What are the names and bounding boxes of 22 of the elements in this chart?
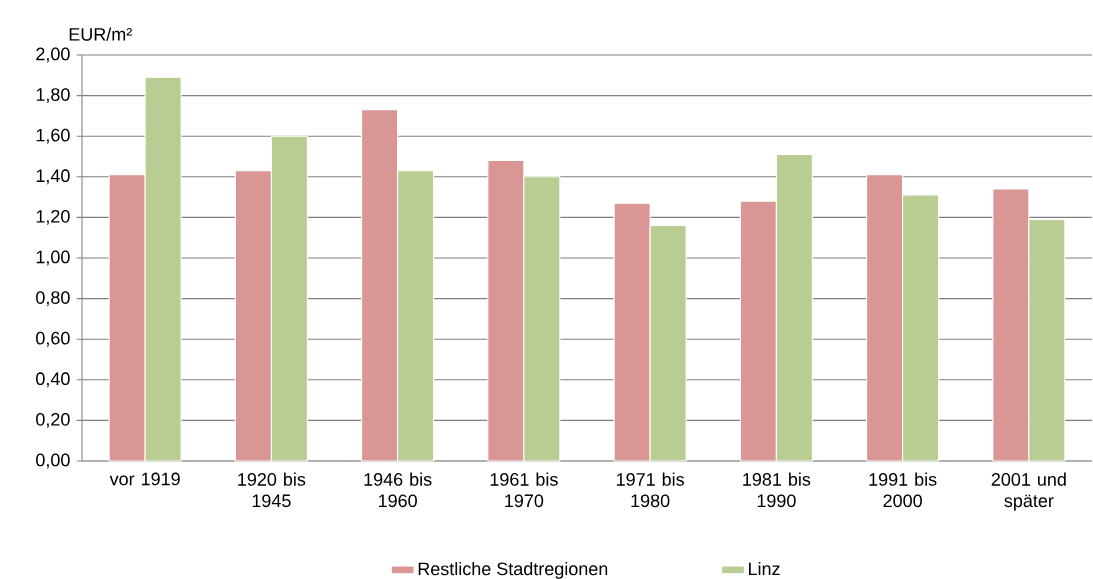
y-tick-label: 0,60 bbox=[36, 331, 70, 347]
x-tick-label: 1946 bis 1960 bbox=[364, 472, 432, 508]
y-tick-label: 2,00 bbox=[36, 47, 70, 63]
x-tick-label: 1961 bis 1970 bbox=[490, 472, 558, 508]
legend-label: Restliche Stadtregionen bbox=[418, 562, 608, 579]
y-tick-label: 0,20 bbox=[36, 412, 70, 428]
y-tick-label: 1,80 bbox=[36, 88, 70, 104]
x-tick-label: 1971 bis 1980 bbox=[616, 472, 684, 508]
y-tick-label: 1,20 bbox=[36, 209, 70, 225]
y-tick-label: 0,40 bbox=[36, 372, 70, 388]
y-tick-label: 1,60 bbox=[36, 128, 70, 144]
y-tick-label: 0,80 bbox=[36, 291, 70, 307]
y-tick-label: 1,00 bbox=[36, 250, 70, 266]
x-tick-label: 1991 bis 2000 bbox=[869, 472, 937, 508]
y-axis-title: EUR/m² bbox=[69, 27, 132, 41]
y-tick-label: 0,00 bbox=[36, 453, 70, 469]
y-tick-label: 1,40 bbox=[36, 169, 70, 185]
x-tick-label: 2001 und später bbox=[991, 472, 1066, 511]
x-tick-label: 1981 bis 1990 bbox=[743, 472, 811, 508]
x-tick-label: 1920 bis 1945 bbox=[238, 472, 306, 508]
x-tick-label: vor 1919 bbox=[109, 472, 180, 486]
legend-label: Linz bbox=[749, 562, 780, 576]
